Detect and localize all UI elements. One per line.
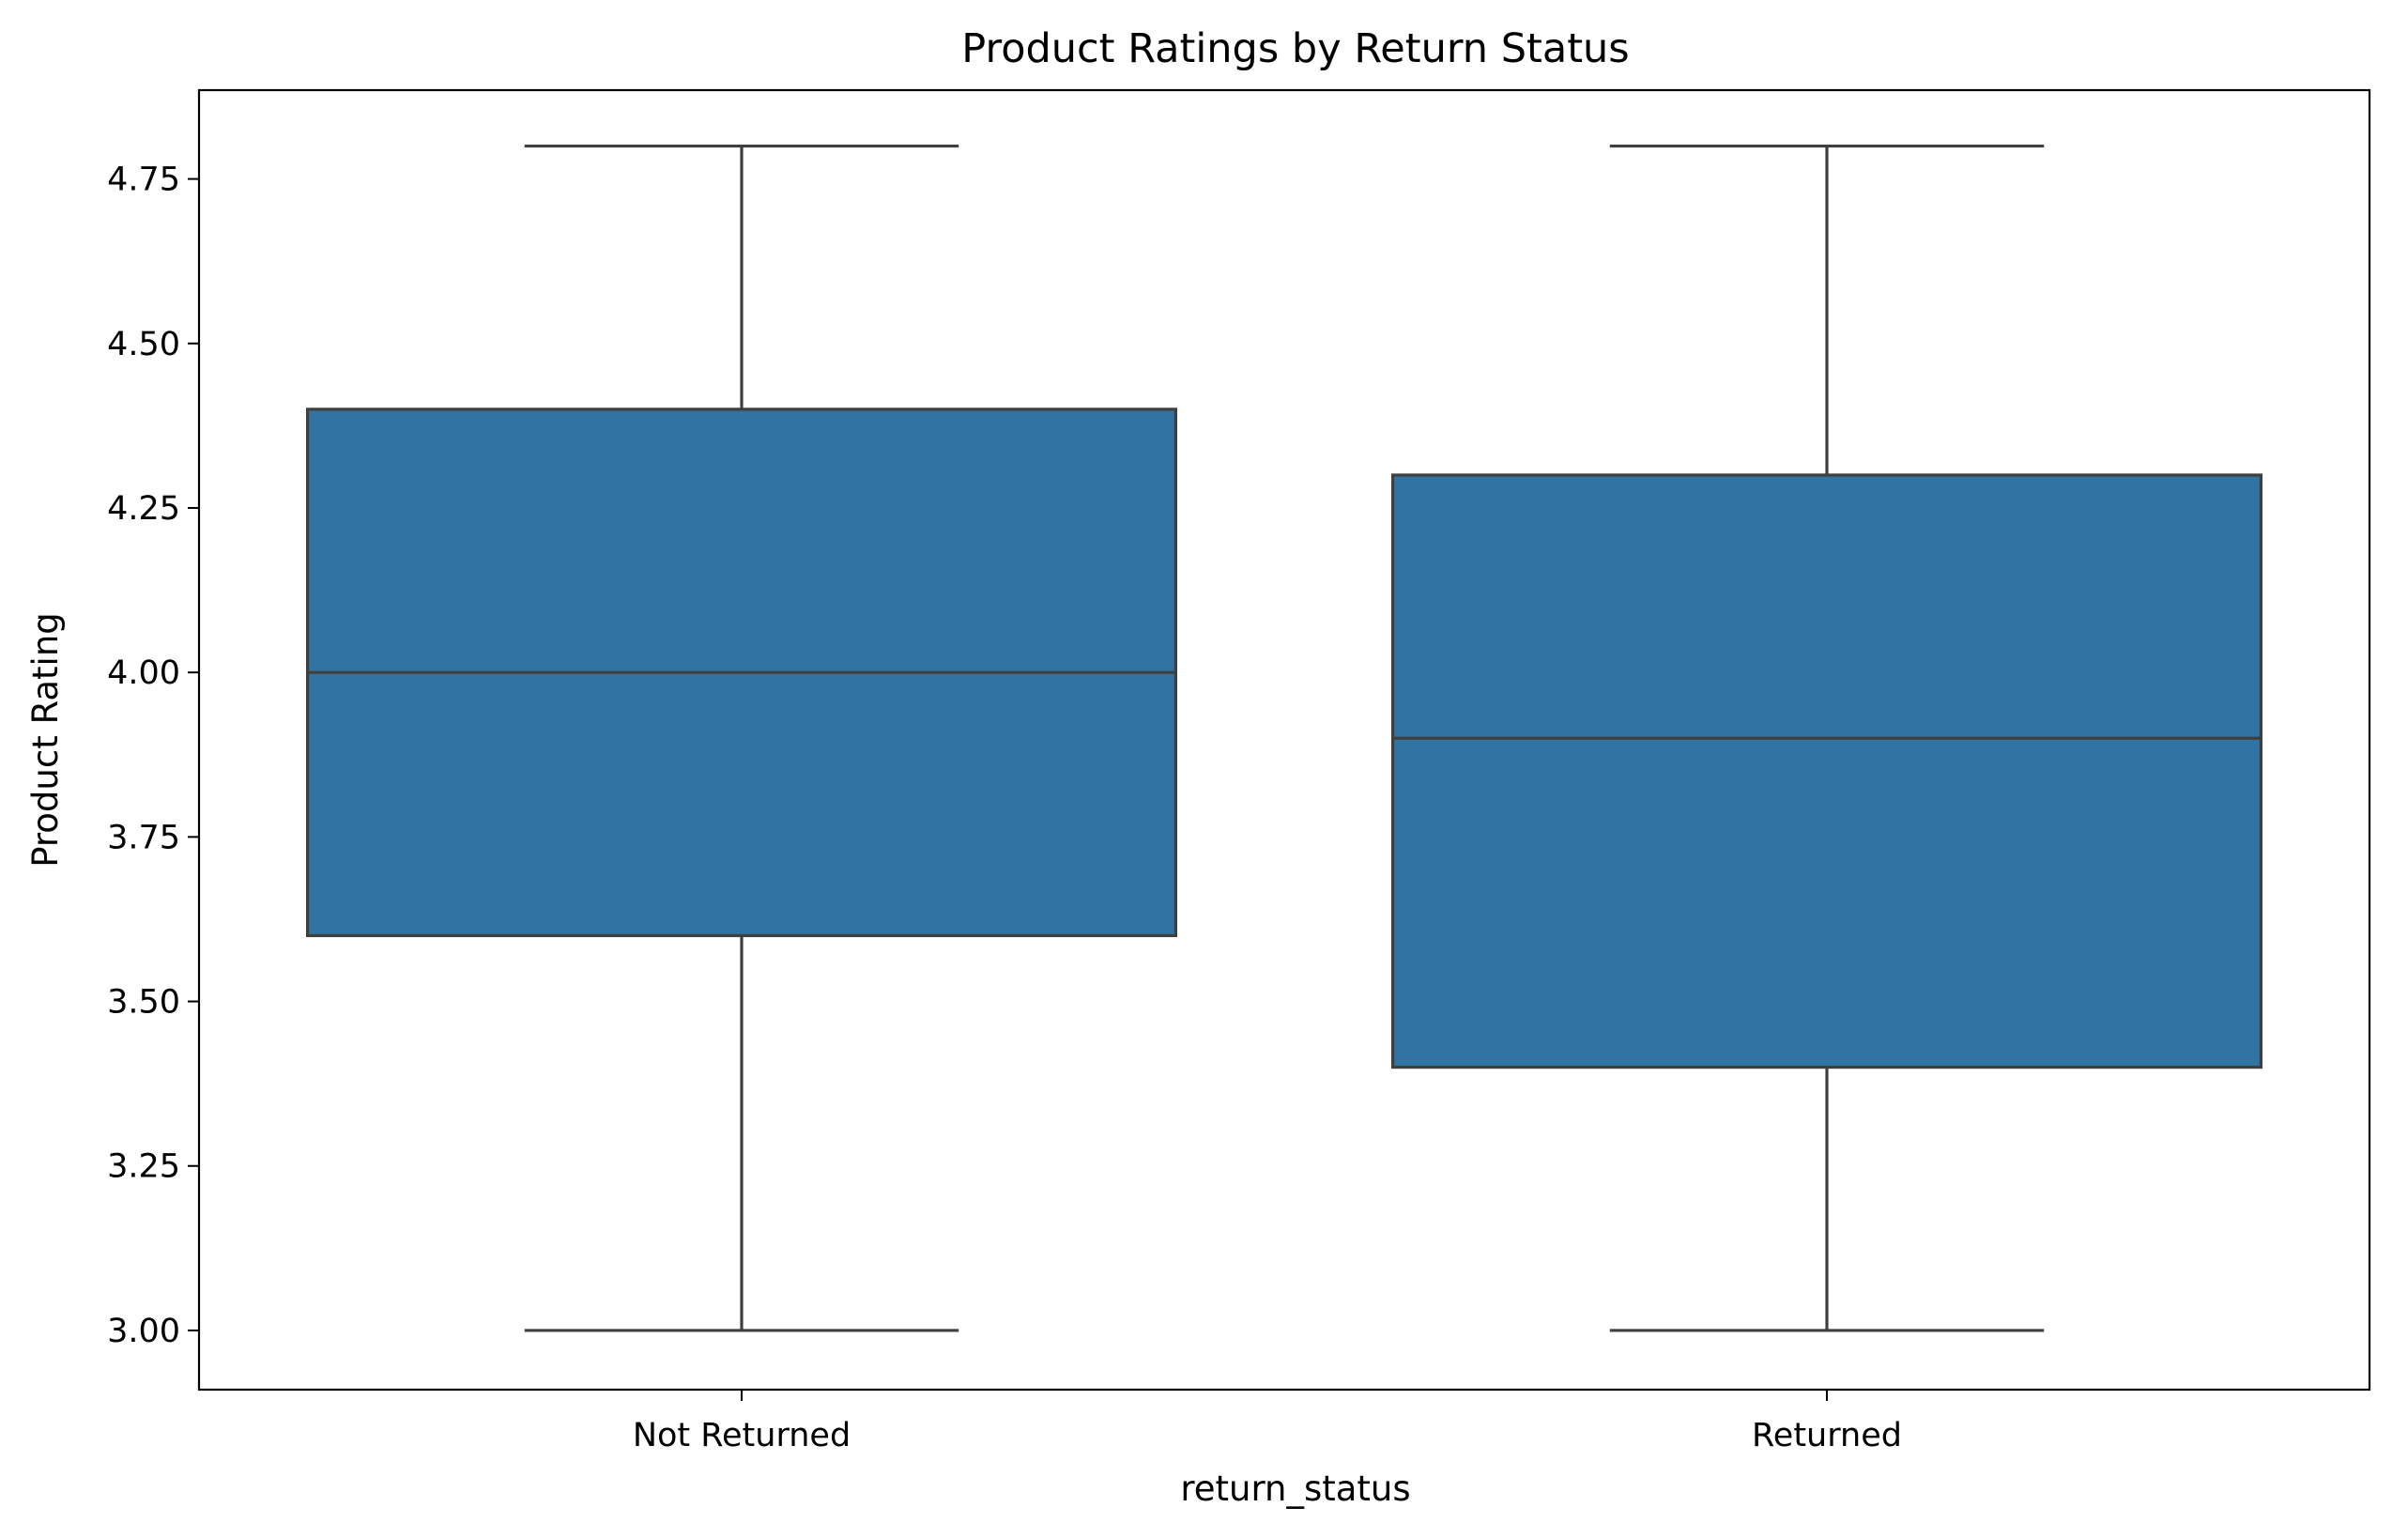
y-tick-label: 4.75 bbox=[107, 161, 180, 199]
y-tick-label: 3.25 bbox=[107, 1148, 180, 1186]
y-axis-ticks: 3.00 3.25 3.50 3.75 4.00 4.25 4.50 4.75 bbox=[107, 161, 199, 1350]
y-tick-label: 3.75 bbox=[107, 819, 180, 856]
x-tick-label: Returned bbox=[1752, 1417, 1902, 1454]
axes-frame bbox=[197, 88, 2371, 1392]
box-group-returned bbox=[1390, 144, 2262, 1332]
y-tick-label: 4.00 bbox=[107, 654, 180, 692]
box-plots bbox=[306, 144, 2262, 1332]
x-axis-label: return_status bbox=[1180, 1469, 1410, 1509]
box-group-not-returned bbox=[306, 144, 1177, 1332]
chart-title: Product Ratings by Return Status bbox=[961, 25, 1629, 72]
y-tick-label: 4.25 bbox=[107, 490, 180, 528]
x-tick-label: Not Returned bbox=[633, 1417, 851, 1454]
interquartile-box bbox=[1390, 473, 2262, 1069]
y-tick-label: 3.50 bbox=[107, 984, 180, 1022]
x-axis-ticks: Not Returned Returned bbox=[633, 1390, 1902, 1454]
plot-area: 3.00 3.25 3.50 3.75 4.00 4.25 4.50 4.75 Not Ret… bbox=[107, 88, 2371, 1454]
y-axis-label: Product Rating bbox=[25, 612, 66, 868]
y-tick-label: 4.50 bbox=[107, 326, 180, 363]
y-tick-label: 3.00 bbox=[107, 1313, 180, 1350]
